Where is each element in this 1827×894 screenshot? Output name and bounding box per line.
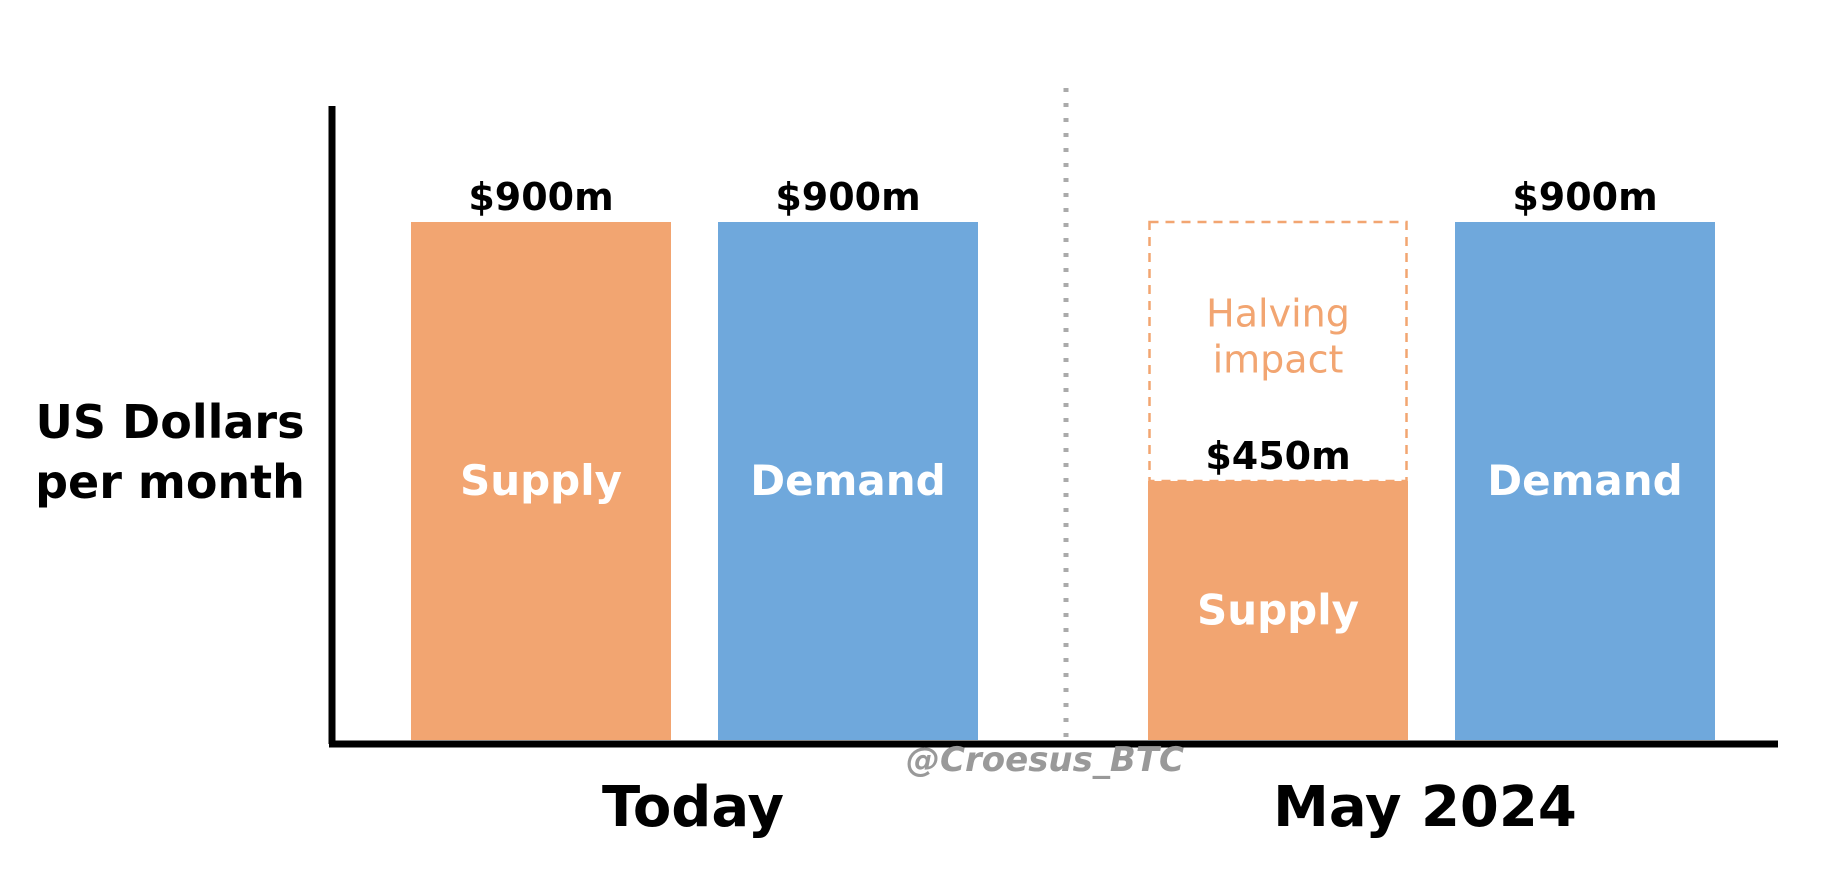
value-label-today-supply: $900m xyxy=(468,175,613,219)
bar-may-2024-supply xyxy=(1148,481,1408,740)
halving-impact-label-2: impact xyxy=(1213,338,1344,382)
bar-may-2024-demand xyxy=(1455,222,1715,740)
bar-label-today-supply: Supply xyxy=(460,456,622,505)
bar-label-today-demand: Demand xyxy=(750,456,945,505)
watermark: @Croesus_BTC xyxy=(906,740,1184,780)
y-axis-label-line-2: per month xyxy=(35,455,305,509)
value-label-may-2024-supply: $450m xyxy=(1205,434,1350,478)
halving-impact-label-1: Halving xyxy=(1206,292,1350,336)
bar-today-supply xyxy=(411,222,671,740)
value-label-may-2024-demand: $900m xyxy=(1512,175,1657,219)
category-label-today: Today xyxy=(602,775,784,840)
bar-label-may-2024-demand: Demand xyxy=(1487,456,1682,505)
y-axis-label: US Dollars per month xyxy=(20,392,320,512)
bar-label-may-2024-supply: Supply xyxy=(1197,586,1359,635)
bar-today-demand xyxy=(718,222,978,740)
y-axis-label-line-1: US Dollars xyxy=(35,395,305,449)
category-label-may-2024: May 2024 xyxy=(1273,775,1577,840)
value-label-today-demand: $900m xyxy=(775,175,920,219)
